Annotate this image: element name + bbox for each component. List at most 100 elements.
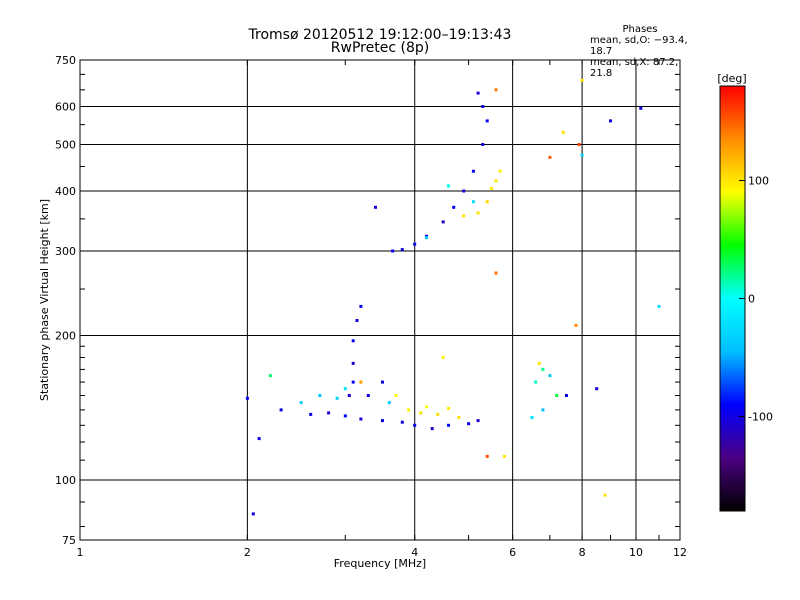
data-point [447,423,450,427]
data-point [400,248,404,252]
data-point [494,271,498,275]
data-point [318,394,322,397]
data-point [561,130,565,134]
y-tick-label: 200 [55,330,76,343]
colorbar-tick-label: 0 [748,293,755,306]
data-point [327,411,331,415]
data-point [374,205,377,209]
x-axis: 1 2 4 6 8 10 12 [77,60,687,559]
data-point [441,220,445,224]
x-tick-label: 4 [411,546,418,559]
data-point [257,437,261,441]
y-tick-label: 300 [55,245,76,258]
data-point [381,419,384,423]
x-tick-label: 2 [244,546,251,559]
data-point [452,205,456,209]
data-point [413,423,417,427]
data-point [537,361,541,365]
data-point [490,187,494,190]
y-axis-label: Stationary phase Virtual Height [km] [38,199,51,401]
data-point [381,380,384,384]
y-tick-label: 600 [55,101,76,114]
data-point [565,394,568,397]
data-point [471,200,475,204]
data-point [400,420,404,424]
data-point [462,189,466,193]
data-point [457,416,461,419]
data-point [441,356,445,359]
data-point [481,143,485,146]
x-tick-label: 6 [509,546,516,559]
data-point [251,512,255,516]
data-point [476,211,480,215]
phases-x-stats: mean, sd,X: 87.2, 21.8 [590,57,679,79]
data-point [462,214,466,218]
data-point [268,374,272,378]
data-point [436,412,440,416]
colorbar-tick-label: -100 [748,411,773,424]
data-point [603,493,607,497]
data-point [335,396,339,400]
data-point [595,387,599,391]
data-point [343,414,347,418]
data-point [366,394,370,397]
data-point [657,304,661,308]
colorbar-ticks: -100 0 100 [739,174,773,424]
data-point [548,374,552,378]
colorbar: -100 0 100 [deg] [717,72,773,512]
data-point [394,394,398,397]
data-point [279,408,283,412]
data-point [577,143,581,146]
data-point [447,406,450,410]
data-point [467,422,471,426]
phases-o-stats: mean, sd,O: −93.4, 18.7 [590,35,688,57]
data-point [639,106,643,110]
data-point [502,454,506,458]
data-point [471,169,475,173]
colorbar-tick-label: 100 [748,174,769,187]
data-point [580,78,584,82]
data-point [494,88,498,92]
data-point [555,394,559,397]
data-point [541,367,545,371]
x-tick-label: 8 [579,546,586,559]
phases-title: Phases [622,24,658,35]
grid-lines [80,60,680,540]
data-point [387,401,391,405]
data-point [534,380,538,384]
data-point [494,179,498,183]
data-point [609,119,612,123]
data-point [425,405,428,409]
data-point [481,105,485,108]
data-point [485,119,489,123]
data-point [430,427,434,431]
data-point [359,304,363,308]
y-tick-label: 500 [55,139,76,152]
data-point [309,412,313,416]
data-point [351,339,355,343]
data-point [407,408,411,412]
data-point [347,394,351,397]
x-axis-label: Frequency [MHz] [334,557,426,570]
y-axis: 75 100 200 300 400 500 600 750 [55,54,680,547]
y-tick-label: 100 [55,474,76,487]
data-point [447,184,450,188]
colorbar-label: [deg] [717,72,746,85]
data-points [245,78,661,516]
data-point [343,387,347,391]
data-point [355,319,359,322]
chart-subtitle: RwPretec (8p) [330,40,430,56]
data-point [530,416,534,419]
data-point [359,417,363,421]
x-tick-label: 10 [629,546,643,559]
data-point [541,408,545,412]
y-tick-label: 750 [55,54,76,67]
data-point [580,153,584,157]
x-tick-label: 1 [77,546,84,559]
y-tick-label: 75 [62,534,76,547]
data-point [574,323,578,327]
data-point [476,91,480,95]
x-tick-label: 12 [673,546,687,559]
data-point [498,169,502,173]
